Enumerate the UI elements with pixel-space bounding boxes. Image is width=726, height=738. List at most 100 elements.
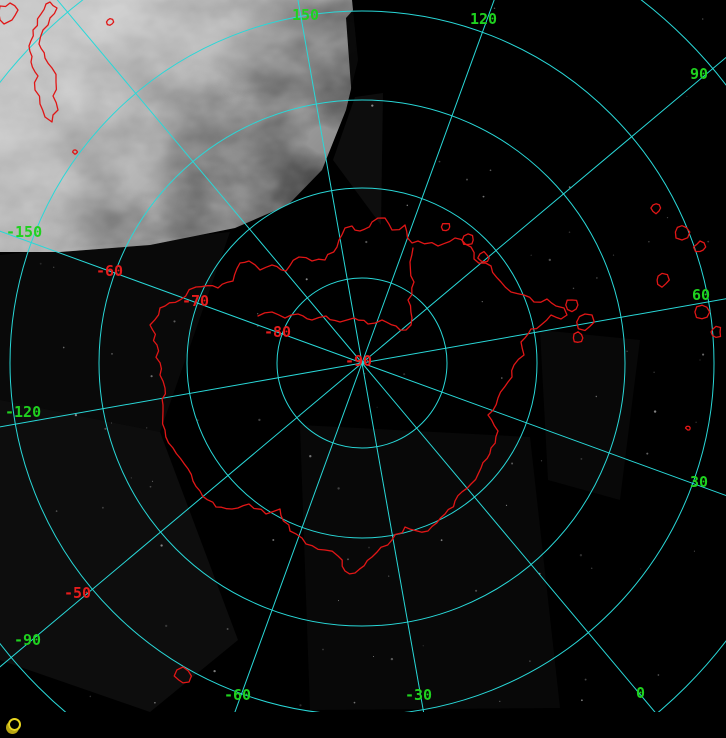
longitude-label: -150: [6, 223, 42, 241]
meridian-line: [56, 0, 363, 364]
speckle: [581, 699, 583, 702]
longitude-label: -60: [224, 686, 251, 704]
speckle: [501, 377, 503, 379]
speckle: [53, 266, 55, 268]
grid-labels: 150 120 90 60 30 0 -30 -60 -90 -120 -150 -50 -60 -70 -…: [5, 6, 710, 704]
speckle: [403, 373, 406, 376]
speckle: [572, 287, 575, 290]
speckle: [666, 217, 669, 219]
speckle: [702, 353, 705, 356]
speckle: [173, 320, 176, 323]
speckle: [481, 300, 483, 303]
speckle: [110, 422, 113, 424]
longitude-label: 150: [292, 6, 319, 24]
island-path: [650, 203, 662, 215]
latitude-label: -50: [64, 584, 91, 602]
longitude-label: -30: [405, 686, 432, 704]
meridian-line: [224, 362, 363, 738]
sector-panel: [333, 93, 383, 225]
speckle: [272, 539, 275, 541]
speckle: [151, 480, 154, 483]
latitude-label: -60: [96, 262, 123, 280]
speckle: [196, 419, 199, 421]
speckle: [584, 678, 587, 681]
meridian-line: [361, 298, 726, 364]
island-path: [105, 17, 115, 26]
speckle: [695, 421, 697, 423]
island-path: [692, 240, 707, 253]
island-path: [576, 313, 595, 332]
speckle: [489, 169, 492, 172]
speckle: [62, 346, 65, 349]
speckle: [505, 504, 508, 507]
speckle: [653, 410, 657, 413]
speckle: [493, 7, 496, 9]
speckle: [626, 350, 628, 352]
coastline-path: [28, 1, 59, 123]
speckle: [322, 648, 324, 651]
speckle: [568, 231, 571, 233]
longitude-label: 60: [692, 286, 710, 304]
satellite-sector-seams: [0, 93, 383, 712]
speckle: [699, 359, 701, 361]
speckle: [104, 427, 107, 430]
speckle: [595, 395, 598, 398]
speckle: [707, 240, 710, 243]
island-path: [565, 299, 579, 313]
speckle: [365, 240, 368, 244]
speckle: [390, 657, 394, 661]
island-path: [694, 304, 711, 320]
speckle: [440, 539, 443, 542]
coastline-overlay: [0, 1, 722, 684]
meridian-line: [361, 362, 726, 497]
speckle: [347, 558, 349, 561]
speckle: [653, 371, 655, 373]
latitude-label: -70: [182, 292, 209, 310]
speckle: [337, 487, 340, 490]
speckle: [258, 418, 261, 422]
latitude-circle: [276, 277, 448, 449]
speckle: [438, 160, 441, 163]
island-path: [461, 233, 474, 246]
speckle: [101, 506, 104, 509]
meridian-line: [361, 0, 495, 364]
speckle: [368, 546, 370, 549]
speckle: [372, 655, 375, 658]
island-path: [71, 149, 79, 155]
coastline-path: [149, 217, 568, 575]
island-path: [477, 250, 490, 263]
speckle: [422, 645, 424, 647]
island-path: [710, 325, 722, 339]
speckle: [111, 353, 113, 355]
speckle: [213, 669, 216, 673]
latitude-circle: [186, 187, 538, 539]
longitude-label: 120: [470, 10, 497, 28]
speckle: [388, 575, 390, 577]
speckle: [130, 477, 132, 479]
speckle: [299, 704, 302, 707]
speckle: [648, 241, 650, 243]
speckle: [371, 104, 374, 107]
speckle: [353, 701, 356, 704]
speckle: [165, 624, 168, 628]
island-path: [656, 272, 670, 288]
latitude-label: -80: [264, 323, 291, 341]
speckle: [540, 460, 543, 462]
speckle: [646, 452, 649, 455]
speckle: [686, 95, 688, 97]
speckle: [640, 568, 642, 570]
speckle: [226, 628, 229, 630]
speckle: [499, 700, 501, 703]
speckle: [579, 554, 583, 557]
speckle: [466, 178, 468, 181]
longitude-label: -120: [5, 403, 41, 421]
latitude-label: -90: [345, 352, 372, 370]
speckle: [257, 313, 259, 315]
meridian-line: [0, 362, 363, 428]
island-path: [674, 225, 691, 241]
caption-bar: ANTARCTIC COMPOSITE VISIBLE IMAGE 16 JUN…: [0, 712, 726, 738]
meridian-line: [297, 0, 363, 364]
meridian-line: [361, 362, 429, 738]
speckle: [160, 544, 163, 547]
meridian-line: [0, 362, 363, 668]
